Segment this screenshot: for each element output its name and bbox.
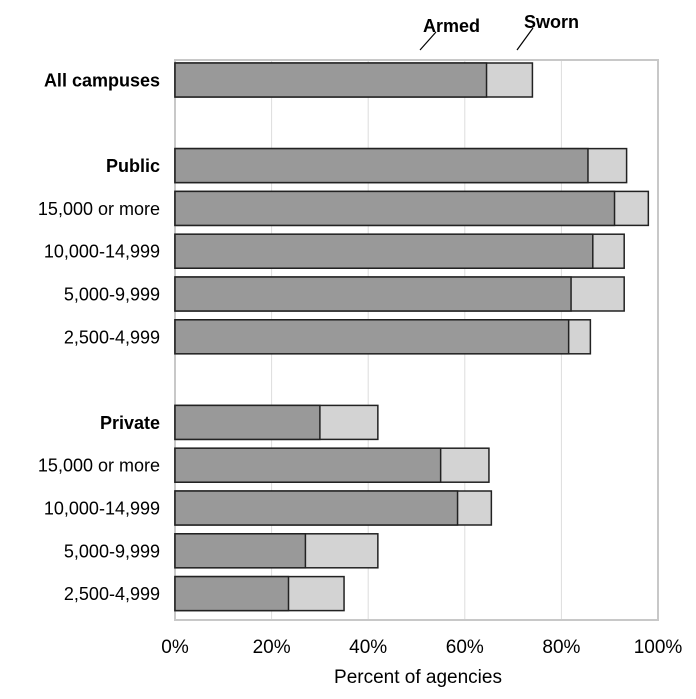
- category-label: All campuses: [44, 71, 160, 91]
- bar-armed: [174, 190, 616, 227]
- x-axis-label: Percent of agencies: [334, 667, 502, 688]
- x-tick-labels: 0% 20% 40% 60% 80% 100%: [161, 637, 682, 658]
- bar-armed: [174, 62, 488, 98]
- legend-sworn-leader: [516, 27, 534, 51]
- legend-armed-label: Armed: [423, 16, 480, 36]
- category-label: Public: [106, 156, 160, 176]
- legend-sworn-label: Sworn: [524, 12, 579, 32]
- category-label: 15,000 or more: [38, 199, 160, 219]
- bar-armed: [174, 404, 321, 441]
- category-label: 15,000 or more: [38, 456, 160, 476]
- category-label: 10,000-14,999: [44, 499, 160, 519]
- category-label: 10,000-14,999: [44, 242, 160, 262]
- category-labels: All campuses Public 15,000 or more 10,000-1…: [38, 71, 160, 605]
- bar-armed: [174, 319, 570, 355]
- category-label: Private: [100, 413, 160, 433]
- category-label: 5,000-9,999: [64, 285, 160, 305]
- legend: Armed Sworn: [419, 12, 579, 51]
- bar-armed: [174, 575, 290, 612]
- x-tick-label: 20%: [253, 637, 291, 658]
- x-tick-label: 40%: [349, 637, 387, 658]
- legend-armed-leader: [419, 31, 437, 51]
- bar-armed: [174, 447, 442, 483]
- x-tick-label: 0%: [161, 637, 189, 658]
- bar-armed: [174, 233, 594, 269]
- x-tick-label: 60%: [446, 637, 484, 658]
- category-label: 5,000-9,999: [64, 541, 160, 561]
- category-label: 2,500-4,999: [64, 584, 160, 604]
- bar-armed: [174, 147, 589, 184]
- bar-armed: [174, 533, 307, 569]
- x-tick-label: 80%: [542, 637, 580, 658]
- bar-armed: [174, 490, 459, 526]
- bar-armed: [174, 276, 572, 312]
- x-tick-label: 100%: [634, 637, 683, 658]
- bars-layer: [174, 62, 650, 612]
- category-label: 2,500-4,999: [64, 327, 160, 347]
